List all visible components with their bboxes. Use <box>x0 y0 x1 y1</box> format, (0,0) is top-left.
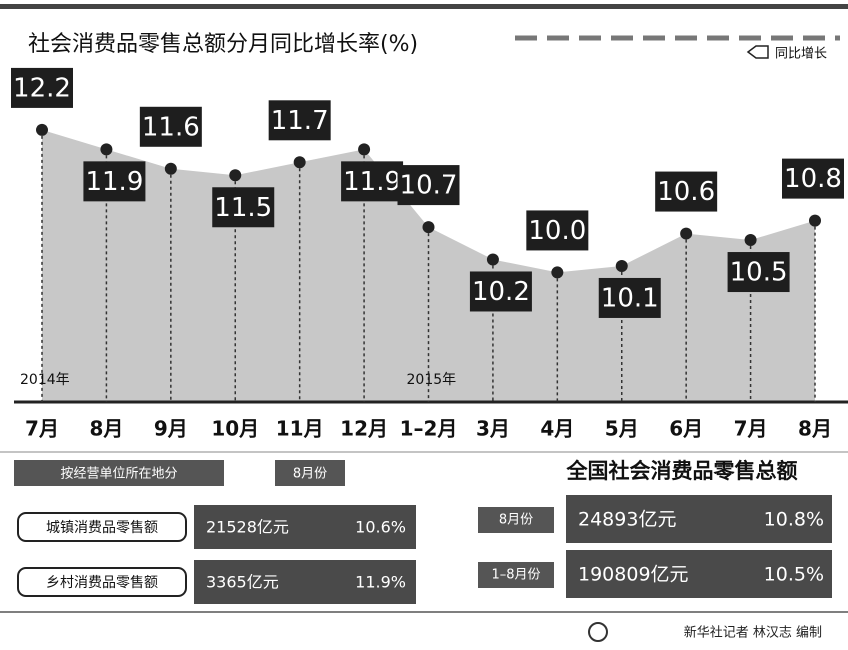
x-tick-label: 10月 <box>211 417 259 441</box>
row-label: 乡村消费品零售额 <box>46 575 158 591</box>
x-tick-label: 6月 <box>669 417 703 441</box>
point <box>745 234 757 246</box>
value-label: 10.0 <box>528 216 586 246</box>
point <box>616 260 628 272</box>
table-header: 按经营单位所在地分 <box>60 467 177 482</box>
x-tick-label: 3月 <box>476 417 510 441</box>
year-label: 2014年 <box>20 372 70 388</box>
legend-label: 同比增长 <box>775 47 827 62</box>
value-label: 10.5 <box>730 258 788 288</box>
row-amount: 3365亿元 <box>206 573 279 592</box>
value-label: 10.1 <box>601 283 659 313</box>
point <box>680 228 692 240</box>
x-tick-label: 8月 <box>798 417 832 441</box>
top-rule <box>0 4 848 9</box>
x-tick-label: 5月 <box>605 417 639 441</box>
row-growth: 10.5% <box>764 564 824 586</box>
x-tick-label: 7月 <box>25 417 59 441</box>
row-label: 城镇消费品零售额 <box>46 520 158 536</box>
point <box>487 253 499 265</box>
row-growth: 11.9% <box>355 573 406 592</box>
value-label: 11.6 <box>142 112 200 142</box>
point <box>423 221 435 233</box>
point <box>294 156 306 168</box>
x-tick-label: 8月 <box>89 417 123 441</box>
x-tick-label: 1–2月 <box>400 417 458 441</box>
infographic: 社会消费品零售总额分月同比增长率(%) 同比增长 新华社记者 林汉志 编制 12… <box>0 0 848 650</box>
x-tick-label: 12月 <box>340 417 388 441</box>
value-label: 11.9 <box>85 167 143 197</box>
point <box>36 124 48 136</box>
value-label: 10.8 <box>784 164 842 194</box>
row-amount: 21528亿元 <box>206 518 289 537</box>
chart-title: 社会消费品零售总额分月同比增长率(%) <box>28 32 418 57</box>
value-label: 10.7 <box>400 171 458 201</box>
value-label: 11.5 <box>214 193 272 223</box>
x-tick-label: 4月 <box>540 417 574 441</box>
point <box>165 163 177 175</box>
row-growth: 10.8% <box>764 509 824 531</box>
point <box>100 143 112 155</box>
x-tick-label: 11月 <box>276 417 324 441</box>
point <box>229 169 241 181</box>
value-label: 10.6 <box>657 177 715 207</box>
national-title: 全国社会消费品零售总额 <box>566 459 798 483</box>
value-label: 11.9 <box>343 167 401 197</box>
point <box>551 266 563 278</box>
x-tick-label: 9月 <box>154 417 188 441</box>
point <box>809 215 821 227</box>
table-header: 8月份 <box>293 467 327 482</box>
value-label: 11.7 <box>271 106 329 136</box>
x-tick-label: 7月 <box>734 417 768 441</box>
row-growth: 10.6% <box>355 518 406 537</box>
value-label: 12.2 <box>13 73 71 103</box>
value-label: 10.2 <box>472 277 530 307</box>
row-label: 1–8月份 <box>491 568 540 583</box>
row-amount: 24893亿元 <box>578 509 676 531</box>
point <box>358 143 370 155</box>
row-label: 8月份 <box>499 513 533 528</box>
row-amount: 190809亿元 <box>578 564 689 586</box>
year-label: 2015年 <box>407 372 457 388</box>
credit: 新华社记者 林汉志 编制 <box>684 625 822 641</box>
